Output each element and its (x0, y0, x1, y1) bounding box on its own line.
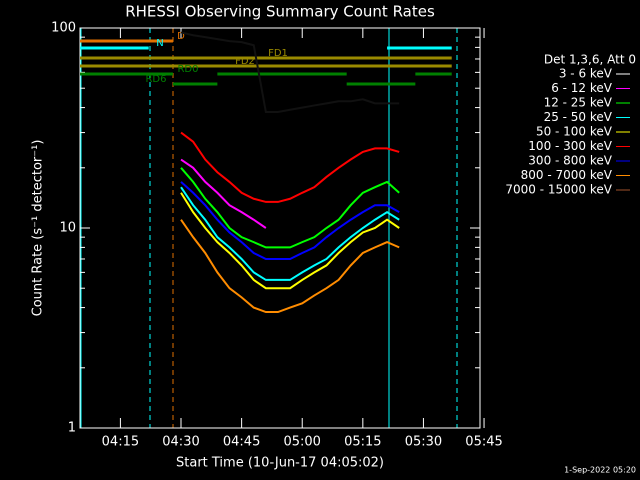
x-tick-label: 05:15 (344, 435, 381, 450)
series-line (180, 167, 400, 249)
legend-label: 300 - 800 keV (528, 154, 612, 168)
flag-label: N (156, 38, 163, 49)
x-axis-label: Start Time (10-Jun-17 04:05:02) (176, 456, 384, 471)
legend-label: 100 - 300 keV (528, 139, 612, 153)
series-line (180, 158, 267, 229)
footer: 1-Sep-2022 05:20 (564, 466, 636, 475)
series-line (180, 219, 400, 314)
x-tick-label: 05:00 (283, 435, 320, 450)
x-tick-label: 05:45 (465, 435, 502, 450)
x-tick-label: 05:30 (405, 435, 442, 450)
x-tick-label: 04:45 (223, 435, 260, 450)
x-tick-label: 04:30 (162, 435, 199, 450)
legend-label: 3 - 6 keV (559, 67, 613, 81)
flag-label: FD1 (268, 48, 288, 59)
flag-label: FD2 (235, 56, 255, 67)
legend-title: Det 1,3,6, Att 0 (544, 53, 636, 67)
flag-label: D (177, 31, 185, 42)
legend-label: 25 - 50 keV (544, 110, 613, 124)
flag-label: RD6 (145, 74, 166, 85)
series-line (180, 186, 400, 281)
series-line (180, 31, 400, 114)
legend-label: 12 - 25 keV (544, 96, 613, 110)
legend-label: 50 - 100 keV (536, 125, 613, 139)
legend-label: 6 - 12 keV (551, 81, 613, 95)
y-tick-label: 10 (59, 221, 76, 236)
series-line (180, 181, 400, 260)
y-axis-label: Count Rate (s⁻¹ detector⁻¹) (31, 140, 46, 317)
chart-title: RHESSI Observing Summary Count Rates (125, 3, 435, 21)
plot-frame (79, 27, 481, 429)
series-line (180, 131, 400, 203)
y-tick-label: 1 (68, 421, 76, 436)
series-line (180, 192, 400, 290)
legend-label: 7000 - 15000 keV (505, 183, 612, 197)
legend-label: 800 - 7000 keV (521, 168, 613, 182)
flag-label: RD0 (177, 64, 198, 75)
x-tick-label: 04:15 (102, 435, 139, 450)
y-tick-label: 100 (51, 21, 76, 36)
